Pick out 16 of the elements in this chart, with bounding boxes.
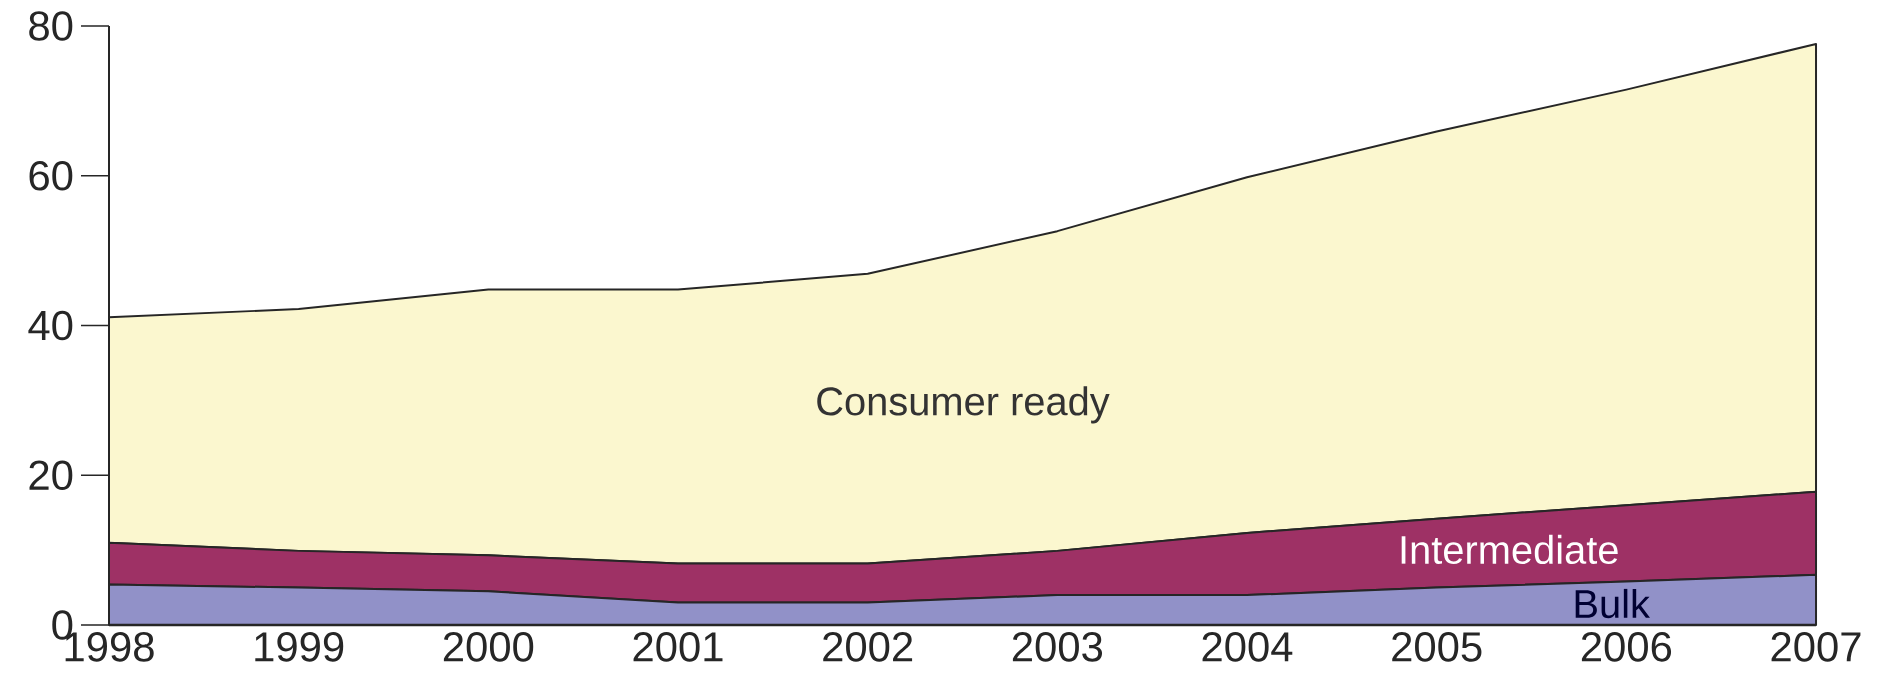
y-tick-label: 20 xyxy=(29,460,73,491)
y-tick-label: 60 xyxy=(29,160,73,191)
x-tick-label: 2007 xyxy=(1771,632,1861,662)
x-tick-label: 1999 xyxy=(255,632,344,662)
x-tick-label: 2006 xyxy=(1581,632,1672,662)
x-tick-label: 2000 xyxy=(443,632,534,662)
series-label: Bulk xyxy=(1575,588,1650,619)
x-tick-label: 2005 xyxy=(1392,632,1482,662)
series-label: Intermediate xyxy=(1401,534,1618,565)
x-tick-label: 2002 xyxy=(823,632,913,662)
y-tick-label: 40 xyxy=(28,310,73,341)
x-tick-label: 2004 xyxy=(1202,632,1293,662)
x-tick-label: 2001 xyxy=(633,632,723,662)
x-tick-label: 2003 xyxy=(1012,632,1103,662)
y-tick-label: 80 xyxy=(29,11,73,41)
series-label: Consumer ready xyxy=(817,386,1110,424)
